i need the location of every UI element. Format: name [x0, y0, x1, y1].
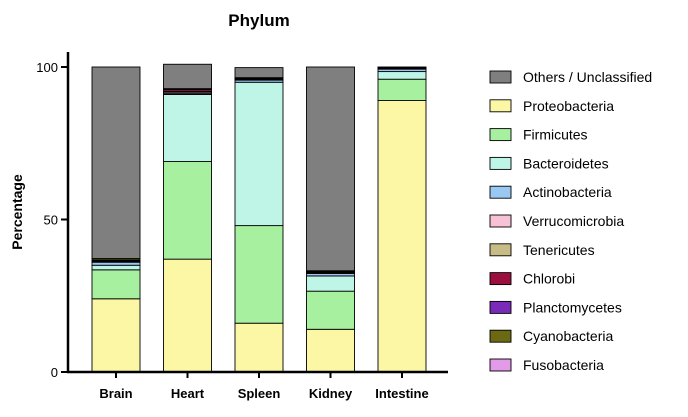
y-tick-label: 50 — [44, 213, 58, 228]
legend-item: Actinobacteria — [489, 184, 612, 200]
bar-segment-brain-proteobacteria — [91, 298, 141, 373]
bar-segment-brain-others-unclassified — [91, 66, 141, 259]
bar-segment-brain-bacteroidetes — [91, 264, 141, 271]
legend-item: Verrucomicrobia — [489, 213, 624, 229]
legend-swatch — [489, 99, 512, 113]
legend-label: Fusobacteria — [523, 357, 604, 373]
legend-label: Bacteroidetes — [523, 155, 609, 171]
bar-segment-spleen-others-unclassified — [234, 67, 284, 79]
legend-item: Planctomycetes — [489, 299, 622, 315]
legend: Others / Unclassified Proteobacteria Firmi… — [489, 69, 652, 373]
bar-segment-kidney-proteobacteria — [306, 328, 355, 373]
x-tick-label: Kidney — [309, 386, 353, 401]
legend-swatch — [489, 70, 512, 84]
legend-swatch — [489, 185, 512, 199]
bar-segment-kidney-bacteroidetes — [306, 275, 355, 292]
bar-segment-brain-firmicutes — [91, 269, 141, 300]
legend-swatch — [489, 156, 512, 170]
legend-label: Cyanobacteria — [523, 328, 613, 344]
legend-item: Others / Unclassified — [489, 69, 652, 85]
legend-item: Fusobacteria — [489, 357, 604, 373]
legend-item: Bacteroidetes — [489, 155, 609, 171]
chart-title: Phylum — [228, 11, 289, 30]
legend-label: Verrucomicrobia — [523, 213, 624, 229]
bar-segment-spleen-firmicutes — [234, 225, 284, 324]
legend-label: Chlorobi — [523, 271, 575, 287]
bar-segment-intestine-firmicutes — [377, 78, 427, 101]
legend-label: Proteobacteria — [523, 98, 614, 114]
bar-segment-heart-bacteroidetes — [163, 93, 212, 162]
legend-swatch — [489, 128, 512, 142]
legend-swatch — [489, 243, 512, 257]
legend-item: Tenericutes — [489, 242, 595, 258]
y-tick-label: 100 — [36, 60, 58, 75]
legend-item: Chlorobi — [489, 271, 575, 287]
legend-swatch — [489, 300, 512, 314]
x-tick-label: Spleen — [238, 386, 281, 401]
axes-group: Brain Heart Spleen Kidney Intestine 0 50 100 — [36, 52, 448, 401]
bar-segment-brain-actinobacteria — [91, 261, 141, 266]
bars-group — [91, 63, 427, 373]
legend-label: Others / Unclassified — [523, 69, 652, 85]
legend-swatch — [489, 214, 512, 228]
legend-label: Tenericutes — [523, 242, 595, 258]
legend-item: Firmicutes — [489, 127, 588, 143]
bar-segment-heart-others-unclassified — [163, 63, 212, 90]
legend-label: Actinobacteria — [523, 184, 612, 200]
legend-item: Cyanobacteria — [489, 328, 613, 344]
bar-segment-intestine-proteobacteria — [377, 100, 427, 373]
legend-label: Planctomycetes — [523, 299, 622, 315]
legend-swatch — [489, 272, 512, 286]
bar-segment-kidney-firmicutes — [306, 290, 355, 330]
legend-swatch — [489, 329, 512, 343]
legend-swatch — [489, 358, 512, 372]
legend-item: Proteobacteria — [489, 98, 614, 114]
bar-segment-heart-proteobacteria — [163, 258, 212, 373]
bar-segment-kidney-others-unclassified — [306, 66, 355, 272]
y-axis-label: Percentage — [9, 174, 25, 250]
x-tick-label: Intestine — [375, 386, 428, 401]
bar-segment-heart-firmicutes — [163, 161, 212, 260]
legend-label: Firmicutes — [523, 127, 588, 143]
x-tick-label: Heart — [171, 386, 205, 401]
x-tick-label: Brain — [99, 386, 132, 401]
bar-segment-spleen-proteobacteria — [234, 322, 284, 373]
bar-segment-spleen-bacteroidetes — [234, 81, 284, 227]
bar-segment-intestine-bacteroidetes — [377, 71, 427, 80]
y-tick-label: 0 — [51, 365, 58, 380]
